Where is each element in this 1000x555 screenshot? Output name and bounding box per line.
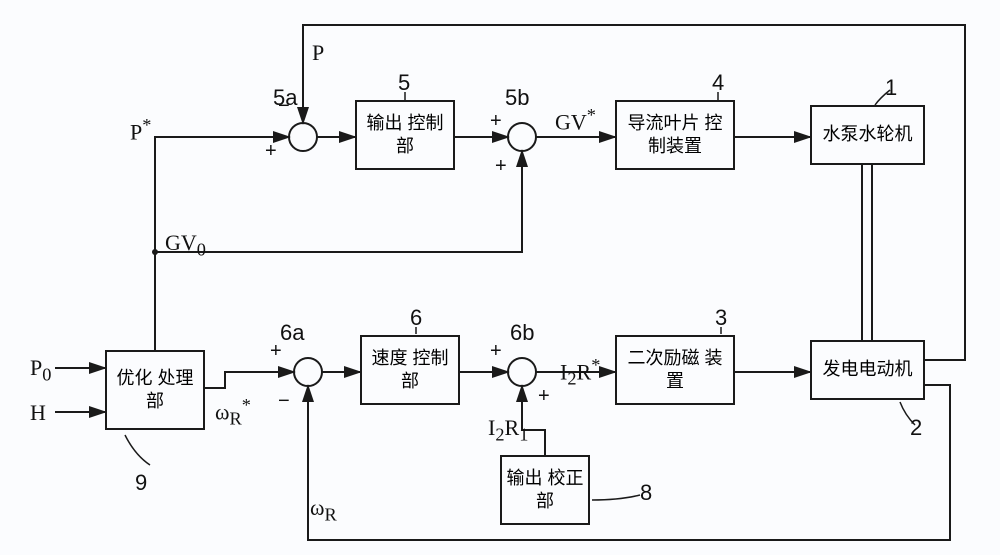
- ref-5b: 5b: [505, 85, 529, 111]
- ref-2: 2: [910, 415, 922, 441]
- block-guide-vane: 导流叶片 控制装置: [615, 100, 735, 170]
- label-p0: P0: [30, 355, 51, 385]
- label-pstar: P*: [130, 115, 151, 145]
- ref-5: 5: [398, 70, 410, 96]
- sign: +: [538, 385, 550, 408]
- block-label: 优化 处理部: [111, 367, 199, 414]
- sign: +: [490, 110, 502, 133]
- sign: +: [265, 140, 277, 163]
- block-output-ctrl: 输出 控制部: [355, 100, 455, 170]
- label-h: H: [30, 400, 46, 426]
- block-label: 发电电动机: [823, 358, 913, 381]
- block-label: 速度 控制部: [366, 347, 454, 394]
- label-gv0: GV0: [165, 230, 206, 260]
- block-motor-gen: 发电电动机: [810, 340, 925, 400]
- label-gvstar: GV*: [555, 105, 596, 135]
- sign: +: [495, 155, 507, 178]
- sign: +: [490, 340, 502, 363]
- sign: −: [278, 95, 290, 118]
- label-p: P: [312, 40, 324, 66]
- block-label: 导流叶片 控制装置: [621, 112, 729, 159]
- ref-9: 9: [135, 470, 147, 496]
- block-output-corr: 输出 校正部: [500, 455, 590, 525]
- block-label: 二次励磁 装置: [621, 347, 729, 394]
- label-i2r1: I2R1: [488, 415, 528, 445]
- ref-8: 8: [640, 480, 652, 506]
- block-label: 输出 校正部: [506, 467, 584, 514]
- ref-3: 3: [715, 305, 727, 331]
- block-speed-ctrl: 速度 控制部: [360, 335, 460, 405]
- block-optimizer: 优化 处理部: [105, 350, 205, 430]
- ref-6a: 6a: [280, 320, 304, 346]
- ref-4: 4: [712, 70, 724, 96]
- ref-1: 1: [885, 75, 897, 101]
- block-label: 输出 控制部: [361, 112, 449, 159]
- sign: +: [270, 340, 282, 363]
- label-wr: ωR: [310, 495, 337, 525]
- block-label: 水泵水轮机: [823, 123, 913, 146]
- label-i2rstar: I2R*: [560, 355, 600, 390]
- block-pump-turbine: 水泵水轮机: [810, 105, 925, 165]
- sign: −: [278, 390, 290, 413]
- ref-6b: 6b: [510, 320, 534, 346]
- block-excitation: 二次励磁 装置: [615, 335, 735, 405]
- ref-6: 6: [410, 305, 422, 331]
- label-wrstar: ωR*: [215, 395, 251, 430]
